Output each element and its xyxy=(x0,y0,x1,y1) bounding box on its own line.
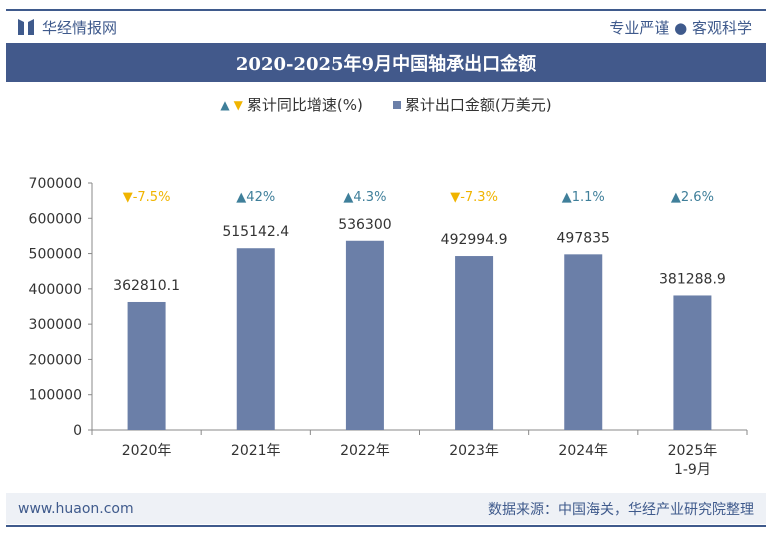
x-tick-label: 2020年 xyxy=(122,443,172,459)
y-tick-label: 700000 xyxy=(29,176,82,192)
bar xyxy=(564,254,603,430)
bar xyxy=(236,248,275,430)
growth-label: ▼-7.3% xyxy=(450,190,498,205)
down-triangle-icon: ▼ xyxy=(233,97,243,112)
top-divider xyxy=(6,9,766,11)
x-tick-label: 2021年 xyxy=(231,443,281,459)
bar-value-label: 536300 xyxy=(338,217,391,233)
bar xyxy=(345,240,384,430)
bar xyxy=(127,301,166,430)
legend-growth: ▲ ▼ 累计同比增速(%) xyxy=(220,94,362,115)
x-tick-label: 2025年 xyxy=(668,443,718,459)
bar-value-label: 381288.9 xyxy=(659,271,726,287)
y-tick-label: 100000 xyxy=(29,388,82,404)
y-tick-label: 600000 xyxy=(29,211,82,227)
bar-value-label: 497835 xyxy=(557,230,610,246)
growth-label: ▲42% xyxy=(236,190,275,205)
bar-value-label: 515142.4 xyxy=(222,224,289,240)
legend-amount-label: 累计出口金额(万美元) xyxy=(404,96,552,114)
brand: 华经情报网 xyxy=(6,17,117,38)
growth-label: ▲4.3% xyxy=(343,190,386,205)
logo-icon xyxy=(18,19,34,35)
x-tick-label: 2022年 xyxy=(340,443,390,459)
up-triangle-icon: ▲ xyxy=(220,97,230,112)
chart-title: 2020-2025年9月中国轴承出口金额 xyxy=(6,43,766,82)
y-tick-label: 200000 xyxy=(29,352,82,368)
y-tick-label: 500000 xyxy=(29,247,82,263)
growth-label: ▼-7.5% xyxy=(123,190,171,205)
data-source: 数据来源：中国海关，华经产业研究院整理 xyxy=(488,501,754,518)
slogan: 专业严谨 ● 客观科学 xyxy=(609,18,752,37)
growth-label: ▲1.1% xyxy=(562,190,605,205)
y-tick-label: 0 xyxy=(73,423,82,439)
x-tick-label: 2024年 xyxy=(558,443,608,459)
y-tick-label: 400000 xyxy=(29,282,82,298)
legend: ▲ ▼ 累计同比增速(%) 累计出口金额(万美元) xyxy=(0,94,772,115)
x-tick-label: 1-9月 xyxy=(674,462,711,478)
footer: www.huaon.com 数据来源：中国海关，华经产业研究院整理 xyxy=(6,493,766,524)
website-link[interactable]: www.huaon.com xyxy=(18,500,134,517)
bottom-divider xyxy=(6,525,766,527)
header: 华经情报网 专业严谨 ● 客观科学 xyxy=(6,12,766,42)
x-tick-label: 2023年 xyxy=(449,443,499,459)
y-tick-label: 300000 xyxy=(29,317,82,333)
bar xyxy=(673,295,712,430)
legend-growth-label: 累计同比增速(%) xyxy=(246,96,363,114)
legend-amount: 累计出口金额(万美元) xyxy=(392,94,552,115)
bar-value-label: 362810.1 xyxy=(113,278,180,294)
bar-value-label: 492994.9 xyxy=(441,232,508,248)
growth-label: ▲2.6% xyxy=(671,190,714,205)
brand-name: 华经情报网 xyxy=(42,18,118,37)
bar xyxy=(455,256,494,430)
bar-swatch-icon xyxy=(392,100,401,109)
